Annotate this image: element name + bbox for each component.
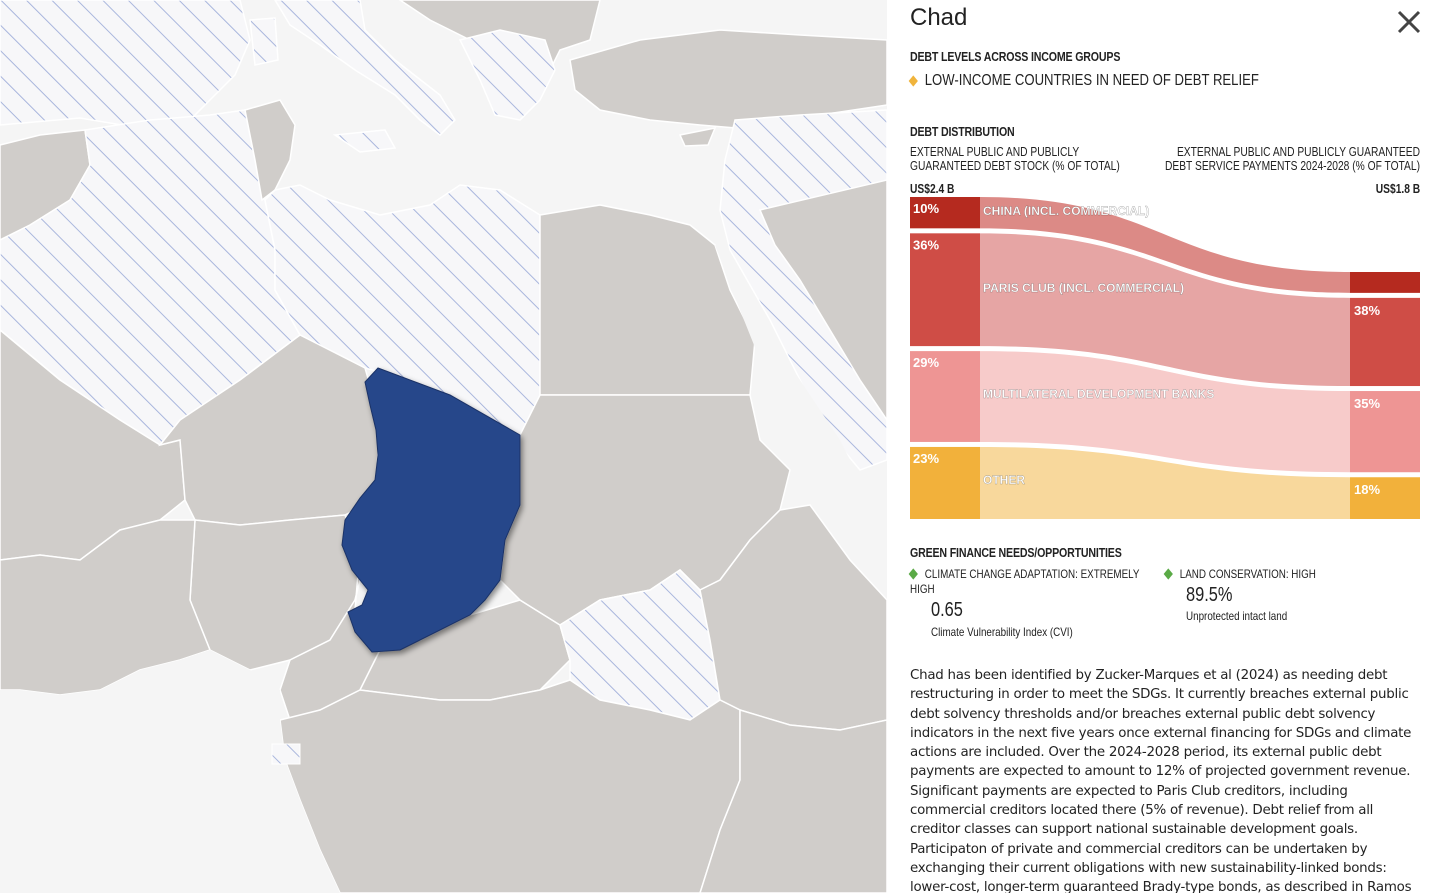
green-item-1-value: 0.65: [931, 599, 963, 621]
right-total: US$1.8 B: [1375, 182, 1420, 196]
income-diamond-icon: [908, 75, 918, 87]
right-column-header: EXTERNAL PUBLIC AND PUBLICLY GUARANTEED …: [1164, 145, 1420, 173]
country-arabia[interactable]: [758, 179, 887, 422]
country-chad[interactable]: [341, 367, 521, 653]
map[interactable]: [0, 0, 887, 893]
country-sardinia[interactable]: [249, 17, 279, 66]
country-greece[interactable]: [458, 29, 556, 121]
sankey-node-left: [910, 446, 980, 519]
adaptation-diamond-icon: [908, 568, 918, 580]
sankey-node-right: [1350, 297, 1420, 387]
sankey-category-label: MULTILATERAL DEVELOPMENT BANKS: [983, 387, 1214, 401]
sankey-flow: [980, 446, 1350, 519]
green-finance-heading: GREEN FINANCE NEEDS/OPPORTUNITIES: [910, 546, 1122, 560]
close-icon[interactable]: [1393, 6, 1425, 38]
sankey-node-left: [910, 233, 980, 347]
red-sea: [715, 245, 860, 500]
sankey-right-label: 38%: [1354, 303, 1380, 318]
sankey-right-label: 35%: [1354, 396, 1380, 411]
debt-sankey-chart: 10% CHINA (INCL. COMMERCIAL) 36% 38% PARIS C…: [910, 197, 1420, 519]
land-diamond-icon: [1163, 568, 1173, 580]
sankey-node-left: [910, 351, 980, 442]
country-cyprus[interactable]: [678, 126, 717, 147]
green-item-1-label: CLIMATE CHANGE ADAPTATION: EXTREMELY HIG…: [908, 567, 1140, 596]
sankey-left-label: 10%: [913, 201, 939, 216]
gulf-of-guinea: [0, 650, 340, 893]
sankey-category-label: OTHER: [983, 473, 1025, 487]
country-italy[interactable]: [274, 0, 456, 136]
sankey-node-right: [1350, 477, 1420, 519]
country-sicily[interactable]: [332, 129, 397, 153]
sankey-right-label: 18%: [1354, 482, 1380, 497]
income-group-heading: DEBT LEVELS ACROSS INCOME GROUPS: [910, 50, 1121, 64]
country-east-africa[interactable]: [699, 708, 887, 893]
sankey-left-label: 36%: [913, 237, 939, 252]
sankey-flow: [980, 233, 1350, 387]
left-column-header: EXTERNAL PUBLIC AND PUBLICLY GUARANTEED …: [910, 145, 1120, 173]
sankey-node-right: [1350, 391, 1420, 473]
sankey-left-label: 29%: [913, 355, 939, 370]
sankey-flow: [980, 197, 1350, 293]
country-title: Chad: [910, 4, 968, 31]
sankey-category-label: CHINA (INCL. COMMERCIAL): [983, 204, 1149, 218]
green-item-2-value: 89.5%: [1186, 584, 1233, 606]
country-description: Chad has been identified by Zucker-Marqu…: [910, 668, 1412, 893]
green-item-1-caption: Climate Vulnerability Index (CVI): [931, 625, 1073, 639]
green-item-2-label: LAND CONSERVATION: HIGH: [1163, 567, 1316, 582]
sankey-left-label: 23%: [913, 451, 939, 466]
country-tunisia[interactable]: [244, 99, 296, 202]
left-total: US$2.4 B: [910, 182, 955, 196]
sankey-category-label: PARIS CLUB (INCL. COMMERCIAL): [983, 281, 1184, 295]
debt-distribution-heading: DEBT DISTRIBUTION: [910, 125, 1015, 139]
sankey-flow: [980, 351, 1350, 473]
country-sao-tome[interactable]: [271, 743, 301, 765]
country-panel: Chad DEBT LEVELS ACROSS INCOME GROUPS LO…: [887, 0, 1441, 893]
income-group-label: LOW-INCOME COUNTRIES IN NEED OF DEBT REL…: [908, 72, 1259, 90]
sankey-node-right: [1350, 272, 1420, 293]
sankey-node-left: [910, 197, 980, 229]
green-item-2-caption: Unprotected intact land: [1186, 609, 1288, 623]
country-europe[interactable]: [0, 0, 251, 129]
